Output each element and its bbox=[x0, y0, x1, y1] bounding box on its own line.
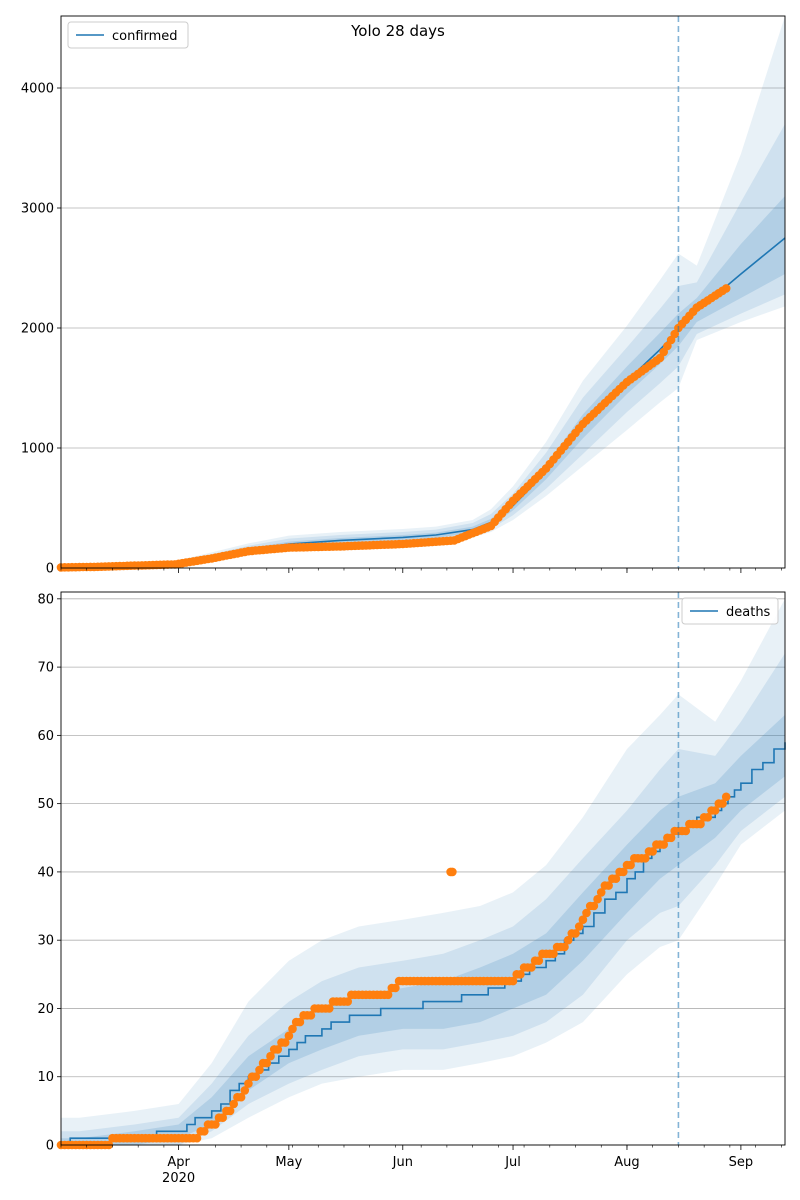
observed-point bbox=[641, 854, 650, 863]
observed-point bbox=[648, 847, 657, 856]
observed-point bbox=[280, 1038, 290, 1047]
observed-point bbox=[325, 1004, 334, 1013]
y-tick-label: 80 bbox=[37, 592, 54, 607]
observed-point bbox=[343, 997, 353, 1006]
observed-point bbox=[508, 976, 518, 986]
y-tick-label: 4000 bbox=[21, 82, 54, 97]
observed-point bbox=[619, 867, 628, 877]
observed-point bbox=[571, 929, 580, 938]
y-tick-label: 20 bbox=[37, 1002, 54, 1017]
observed-point bbox=[273, 1045, 283, 1054]
observed-point bbox=[262, 1058, 272, 1068]
confirmed-panel: 0 1000 2000 3000 4000 confirmed bbox=[21, 15, 786, 577]
middle-interval-band bbox=[61, 124, 785, 568]
x-tick-year-label: 2020 bbox=[162, 1171, 195, 1186]
x-tick-label: Jun bbox=[392, 1155, 413, 1170]
observed-point bbox=[626, 860, 635, 870]
figure-title: Yolo 28 days bbox=[350, 22, 445, 40]
observed-point bbox=[229, 1099, 238, 1109]
y-tick-label: 30 bbox=[37, 934, 54, 949]
y-tick-label: 10 bbox=[37, 1070, 54, 1085]
observed-point bbox=[391, 983, 400, 993]
observed-point bbox=[681, 826, 691, 836]
observed-point bbox=[225, 1106, 235, 1116]
observed-point bbox=[589, 901, 599, 911]
observed-point bbox=[306, 1011, 316, 1020]
x-tick-label: Aug bbox=[614, 1155, 639, 1170]
observed-outlier-point bbox=[448, 867, 457, 877]
legend-box bbox=[67, 21, 189, 49]
legend-label: deaths bbox=[726, 605, 771, 620]
observed-point bbox=[721, 284, 731, 293]
middle-interval-band bbox=[61, 653, 785, 1145]
observed-point bbox=[659, 840, 668, 849]
observed-point bbox=[200, 1127, 209, 1136]
observed-point bbox=[255, 1065, 264, 1075]
observed-point bbox=[284, 1031, 294, 1041]
axes-frame bbox=[60, 15, 786, 569]
x-tick-label: Jul bbox=[504, 1155, 521, 1170]
observed-point bbox=[563, 935, 573, 945]
observed-point bbox=[527, 963, 536, 972]
observed-point bbox=[288, 1024, 297, 1034]
observed-point bbox=[696, 819, 705, 829]
y-tick-label: 0 bbox=[46, 1139, 54, 1154]
observed-point bbox=[251, 1072, 261, 1081]
observed-point bbox=[560, 942, 569, 952]
y-tick-label: 50 bbox=[37, 797, 54, 812]
observed-point bbox=[295, 1017, 305, 1027]
inner-interval-band bbox=[61, 196, 785, 568]
observed-point bbox=[718, 799, 727, 808]
y-tick-label: 60 bbox=[37, 729, 54, 744]
y-tick-label: 3000 bbox=[21, 202, 54, 217]
observed-point bbox=[574, 922, 584, 931]
observed-point bbox=[604, 881, 613, 890]
legend-label: confirmed bbox=[112, 29, 178, 44]
x-tick-label: Sep bbox=[729, 1155, 754, 1170]
y-tick-label: 70 bbox=[37, 661, 54, 676]
axes-frame bbox=[60, 591, 786, 1146]
observed-point bbox=[383, 990, 393, 1000]
observed-point bbox=[593, 894, 602, 904]
observed-point bbox=[218, 1113, 227, 1122]
observed-point bbox=[192, 1133, 202, 1143]
observed-point bbox=[549, 949, 558, 959]
observed-point bbox=[582, 908, 591, 918]
observed-point bbox=[666, 833, 676, 843]
observed-point bbox=[721, 792, 731, 802]
observed-point bbox=[596, 888, 606, 897]
observed-point bbox=[516, 970, 525, 979]
observed-point bbox=[236, 1092, 246, 1102]
x-tick-label: May bbox=[275, 1155, 302, 1170]
y-tick-label: 2000 bbox=[21, 322, 54, 337]
observed-point bbox=[611, 874, 621, 883]
x-tick-label: Apr bbox=[167, 1155, 190, 1170]
y-tick-label: 1000 bbox=[21, 442, 54, 457]
observed-point bbox=[240, 1086, 250, 1095]
y-tick-label: 40 bbox=[37, 865, 54, 880]
observed-point bbox=[211, 1120, 220, 1129]
observed-point bbox=[244, 1079, 253, 1088]
legend-box bbox=[681, 597, 779, 625]
outer-interval-band bbox=[61, 16, 785, 568]
observed-point bbox=[266, 1051, 275, 1061]
observed-point bbox=[578, 915, 588, 924]
y-tick-label: 0 bbox=[46, 562, 54, 577]
observed-point bbox=[534, 956, 544, 965]
observed-point bbox=[710, 806, 720, 815]
observed-point bbox=[703, 813, 713, 822]
